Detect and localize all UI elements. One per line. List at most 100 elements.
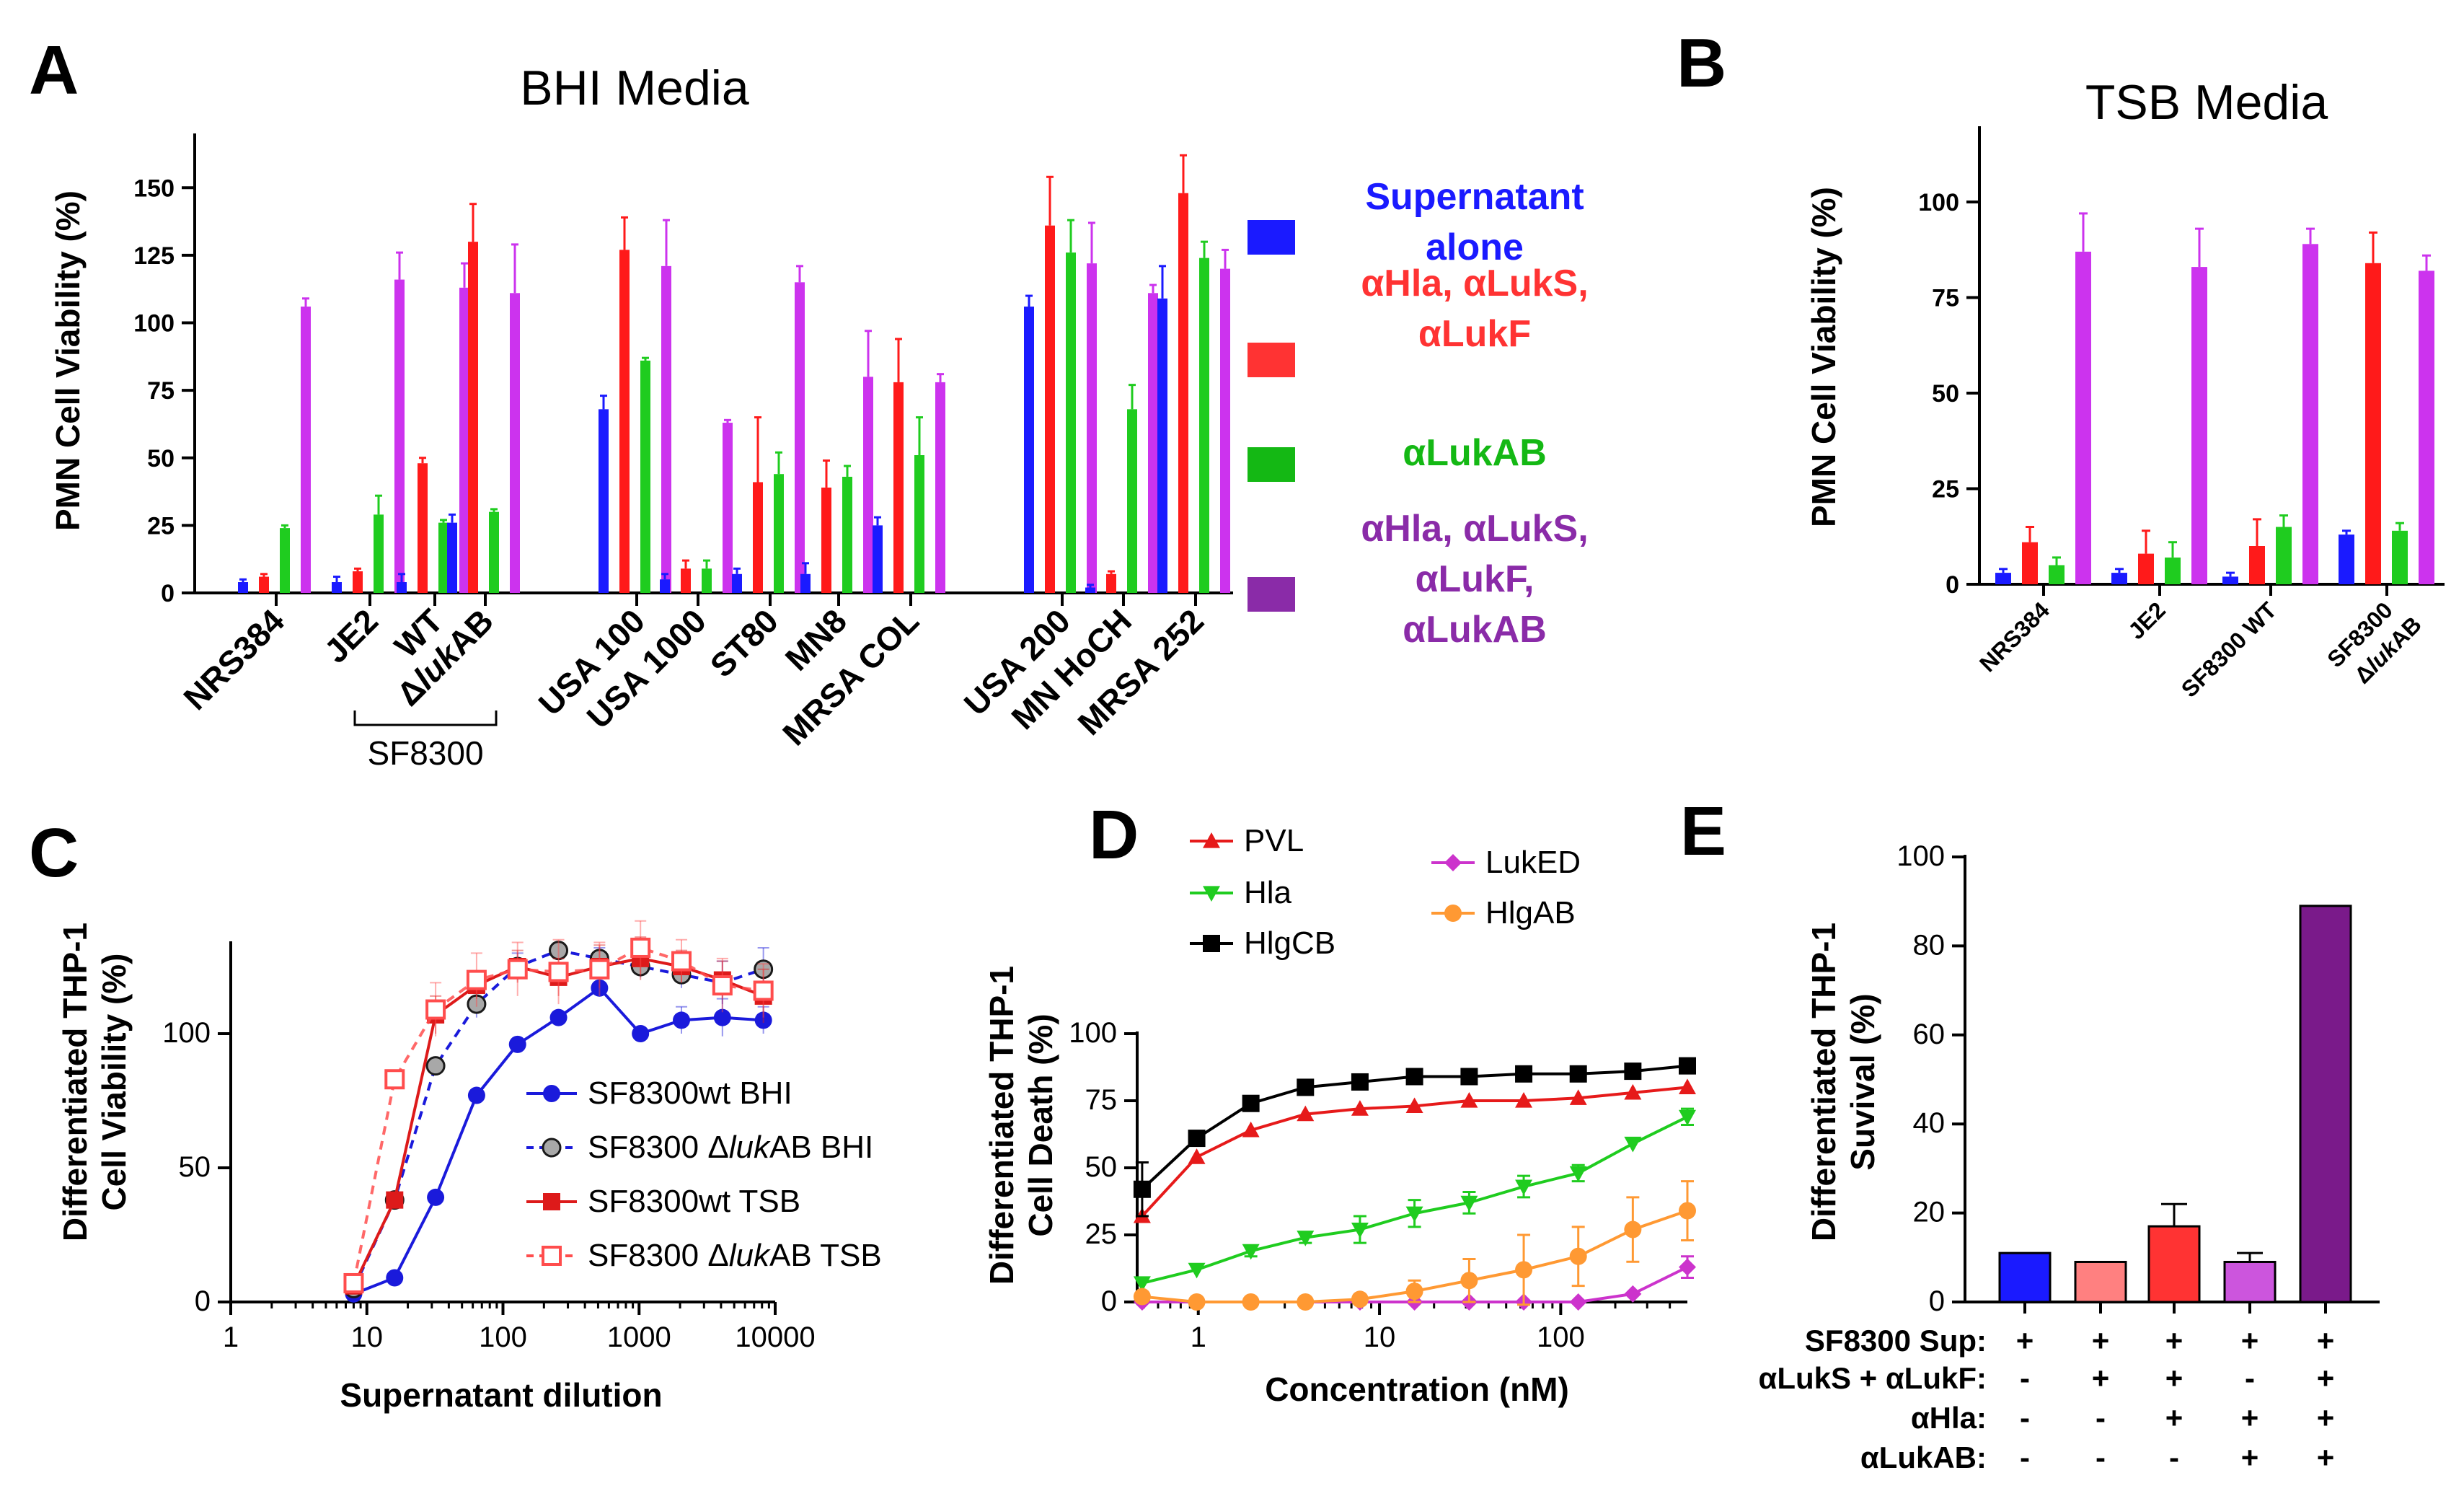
data-point [754,1011,772,1029]
data-point [1405,1206,1423,1223]
condition-label: SF8300 Sup: [1805,1324,1987,1358]
y-tick-label: 25 [1085,1218,1118,1250]
bar [2223,1260,2277,1303]
y-tick-label: 100 [1896,840,1945,872]
data-point [384,1069,405,1090]
data-point [1297,1105,1315,1122]
data-point [1242,1293,1260,1311]
y-axis-label: Differentiated THP-1Suvival (%) [1805,923,1881,1241]
y-tick-label: 100 [1918,189,1959,216]
legend-label: αHla, αLukS, [1361,508,1588,550]
bar [935,382,945,593]
y-axis-label: Differentiated THP-1Cell Viability (%) [56,923,133,1241]
bar [599,409,609,593]
condition-sign: + [2016,1324,2034,1358]
chart-title: BHI Media [520,61,749,115]
bar [619,250,630,593]
legend-label: Hla [1244,875,1292,910]
condition-sign: + [2092,1324,2110,1358]
legend-label: αLukAB [1403,432,1547,474]
data-point [1444,854,1462,871]
y-tick-label: 25 [1932,476,1959,503]
y-tick-label: 40 [1913,1107,1946,1139]
legend-label: Supernatant [1365,176,1584,218]
bar [353,571,363,593]
legend-label: SF8300wt BHI [588,1075,792,1111]
condition-sign: + [2165,1361,2183,1395]
bar [660,579,670,593]
bar [2111,573,2127,584]
x-tick-label: 100 [1537,1321,1585,1353]
data-point [1624,1063,1642,1081]
x-tick-label: NRS384 [1974,597,2054,677]
y-tick-label: 0 [161,580,175,607]
data-point [1405,1283,1423,1301]
bar [2165,557,2181,584]
bar [1178,193,1188,593]
legend-label: αLukF [1418,313,1531,355]
data-point [1515,1065,1533,1083]
y-tick-label: 50 [1932,380,1959,408]
bar [2339,534,2354,584]
y-axis-label: PMN Cell Viability (%) [49,190,87,531]
bar [681,568,691,593]
x-tick-label: JE2 [2123,597,2171,644]
legend-label: SF8300wt TSB [588,1184,800,1219]
legend-swatch [1248,577,1295,612]
bar [332,582,342,593]
data-point [508,1035,526,1053]
bar [301,307,311,593]
data-point [543,1085,560,1102]
data-point [1133,1180,1151,1198]
data-point [1351,1100,1369,1116]
data-point [1515,1179,1533,1196]
bar [459,287,469,593]
y-tick-label: 50 [179,1151,211,1183]
bar [2074,1260,2127,1303]
data-point [1569,1293,1587,1311]
bar [1998,1251,2052,1303]
condition-sign: + [2241,1401,2259,1435]
condition-sign: - [2096,1440,2106,1474]
y-tick-label: 100 [162,1017,211,1049]
bar [397,582,407,593]
bar [510,293,520,593]
y-axis-label: PMN Cell Viability (%) [1805,187,1842,527]
data-point [673,1011,691,1029]
legend-label: HlgAB [1485,895,1576,931]
legend-swatch [1248,343,1295,377]
data-point [467,1086,485,1104]
bar [280,528,290,593]
y-tick-label: 0 [1101,1285,1117,1317]
bar [418,463,428,593]
data-point [543,1193,560,1210]
x-tick-label: JE2 [317,602,385,670]
y-tick-label: 75 [147,377,175,405]
bar [438,522,449,593]
bar [723,423,733,593]
bar [1024,307,1034,593]
bar [259,576,269,593]
bar [2147,1225,2201,1303]
bar [468,242,478,593]
bar [795,282,805,593]
y-tick-label: 125 [133,242,175,270]
bar [2276,527,2292,584]
bar [873,525,883,593]
data-point [1569,1247,1587,1265]
panel-label-b: B [1677,25,1726,102]
data-point [1242,1094,1260,1112]
data-point [1569,1065,1587,1083]
data-point [1242,1121,1260,1138]
bar [2138,553,2154,584]
condition-sign: - [2020,1440,2030,1474]
bar [1066,252,1076,593]
condition-sign: + [2317,1401,2335,1435]
data-point [1515,1261,1533,1279]
bar [2302,244,2318,584]
data-point [542,1246,562,1266]
bar [640,360,650,593]
data-point [1624,1083,1642,1100]
bar [2049,565,2065,584]
